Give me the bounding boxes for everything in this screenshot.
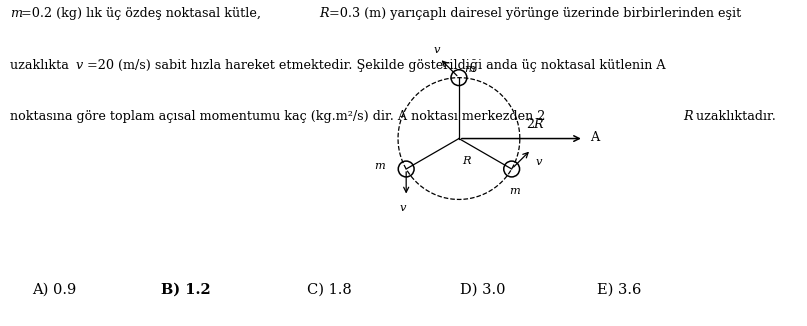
Text: m: m xyxy=(464,64,475,74)
Text: B) 1.2: B) 1.2 xyxy=(161,283,211,297)
Text: noktasına göre toplam açısal momentumu kaç (kg.m²/s) dir. A noktası merkezden 2: noktasına göre toplam açısal momentumu k… xyxy=(10,110,545,123)
Text: R: R xyxy=(684,110,693,123)
Text: R: R xyxy=(533,118,543,131)
Text: R: R xyxy=(462,156,470,166)
Text: R: R xyxy=(319,7,328,20)
Text: v: v xyxy=(433,45,440,54)
Text: uzaklıkta: uzaklıkta xyxy=(10,59,73,72)
Text: A) 0.9: A) 0.9 xyxy=(32,283,77,297)
Text: =0.2 (kg) lık üç özdeş noktasal kütle,: =0.2 (kg) lık üç özdeş noktasal kütle, xyxy=(21,7,265,20)
Text: D) 3.0: D) 3.0 xyxy=(460,283,505,297)
Text: uzaklıktadır.: uzaklıktadır. xyxy=(692,110,776,123)
Text: =0.3 (m) yarıçaplı dairesel yörünge üzerinde birbirlerinden eşit: =0.3 (m) yarıçaplı dairesel yörünge üzer… xyxy=(329,7,742,20)
Text: v: v xyxy=(75,59,82,72)
Text: 2: 2 xyxy=(526,118,534,131)
Text: m: m xyxy=(10,7,22,20)
Text: E) 3.6: E) 3.6 xyxy=(597,283,642,297)
Text: v: v xyxy=(400,202,406,213)
Text: C) 1.8: C) 1.8 xyxy=(307,283,351,297)
Text: v: v xyxy=(536,157,542,167)
Text: A: A xyxy=(590,131,599,144)
Text: m: m xyxy=(509,186,520,196)
Text: m: m xyxy=(374,161,385,171)
Text: =20 (m/s) sabit hızla hareket etmektedir. Şekilde gösterildiği anda üç noktasal : =20 (m/s) sabit hızla hareket etmektedir… xyxy=(83,59,666,72)
